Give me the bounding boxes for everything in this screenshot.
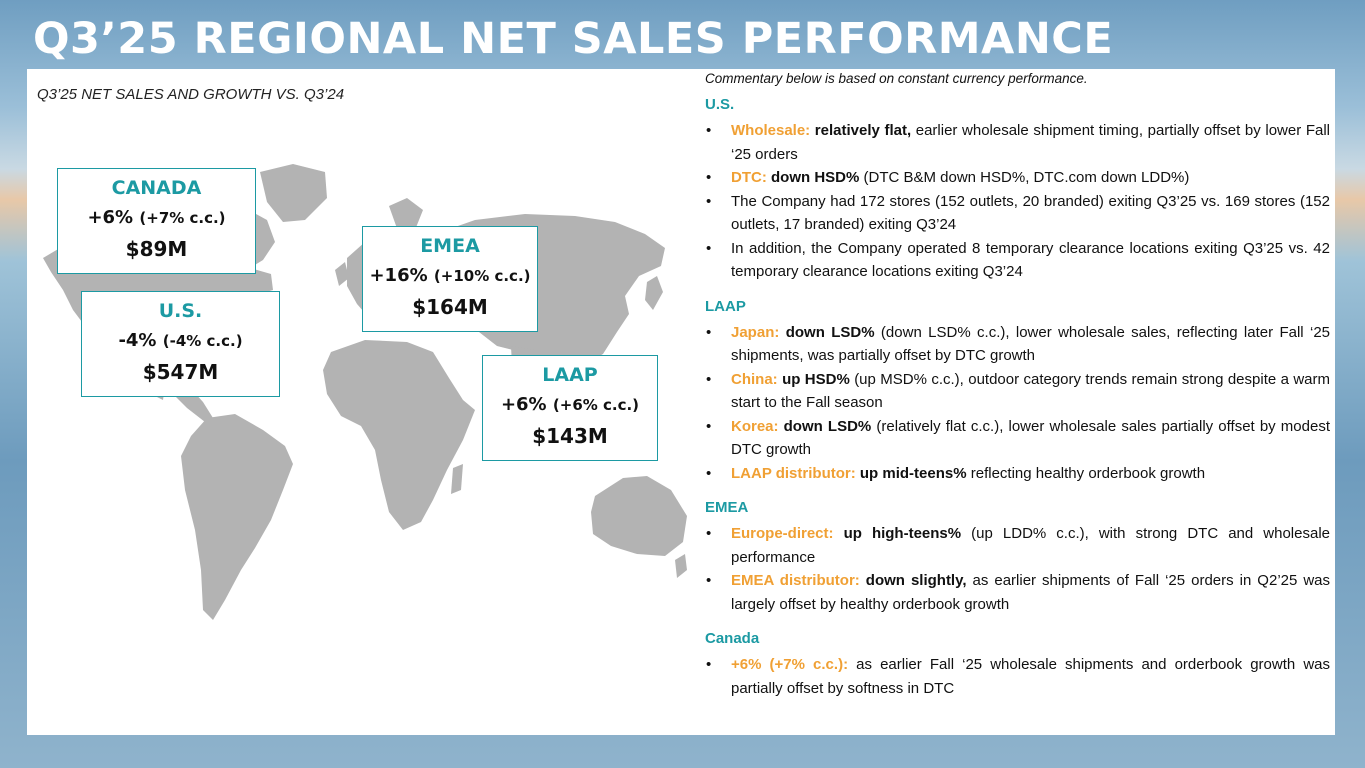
region-sales: $89M [125, 237, 188, 261]
bullet-item: In addition, the Company operated 8 temp… [705, 237, 1330, 284]
bullet-item: DTC: down HSD% (DTC B&M down HSD%, DTC.c… [705, 166, 1330, 190]
bullet-label: +6% (+7% c.c.): [731, 656, 849, 673]
bullet-label: Korea: [731, 417, 779, 435]
commentary-column: Commentary below is based on constant cu… [705, 71, 1330, 714]
bullet-label: EMEA distributor: [731, 572, 860, 589]
growth-cc: (-4% c.c.) [162, 332, 243, 350]
bullet-text: (up LDD% c.c.), with strong DTC and whol… [731, 525, 1330, 566]
bullet-bold: up HSD% [777, 370, 850, 388]
bullet-item: LAAP distributor: up mid-teens% reflecti… [705, 462, 1330, 486]
bullet-label: Europe-direct: [731, 525, 834, 542]
bullet-bold: relatively flat, [810, 122, 912, 139]
bullet-item: The Company had 172 stores (152 outlets,… [705, 190, 1330, 237]
bullet-item: Korea: down LSD% (relatively flat c.c.),… [705, 415, 1330, 462]
growth-value: +6% [500, 394, 547, 415]
section-emea: EMEA Europe-direct: up high-teens% (up L… [705, 499, 1330, 616]
section-heading: U.S. [705, 96, 735, 113]
bullet-text: earlier wholesale shipment timing, parti… [731, 122, 1330, 163]
region-sales: $143M [532, 424, 608, 448]
bullet-item: Japan: down LSD% (down LSD% c.c.), lower… [705, 321, 1330, 368]
growth-cc: (+10% c.c.) [433, 267, 531, 285]
bullet-text: as earlier Fall ‘25 wholesale shipments … [731, 656, 1330, 697]
section-laap: LAAP Japan: down LSD% (down LSD% c.c.), … [705, 298, 1330, 486]
bullet-label: Wholesale: [731, 122, 811, 139]
bullet-bold: up high-teens% [833, 525, 962, 542]
region-growth: +6% (+6% c.c.) [483, 394, 657, 416]
region-sales: $164M [412, 295, 488, 319]
bullet-item: China: up HSD% (up MSD% c.c.), outdoor c… [705, 368, 1330, 415]
bullet-bold: up mid-teens% [855, 464, 967, 482]
growth-cc: (+7% c.c.) [139, 209, 226, 227]
bullet-label: China: [731, 370, 778, 388]
region-card-emea: EMEA +16% (+10% c.c.) $164M [362, 226, 538, 332]
bullet-bold: down slightly, [859, 572, 967, 589]
bullet-item: Wholesale: relatively flat, earlier whol… [705, 119, 1330, 166]
section-heading: EMEA [705, 499, 749, 516]
bullet-text: as earlier shipments of Fall ‘25 orders … [731, 572, 1331, 613]
bullet-list: Japan: down LSD% (down LSD% c.c.), lower… [705, 321, 1330, 486]
bullet-text: In addition, the Company operated 8 temp… [731, 239, 1330, 281]
bullet-item: Europe-direct: up high-teens% (up LDD% c… [705, 522, 1330, 569]
region-name: CANADA [111, 177, 202, 199]
region-growth: +16% (+10% c.c.) [363, 265, 537, 287]
bullet-label: LAAP distributor: [731, 464, 856, 482]
region-growth: -4% (-4% c.c.) [82, 330, 279, 352]
section-heading: LAAP [705, 297, 746, 315]
region-name: EMEA [420, 235, 480, 257]
growth-value: +6% [87, 207, 134, 228]
growth-value: +16% [369, 265, 428, 286]
bullet-text: (relatively flat c.c.), lower wholesale … [731, 417, 1330, 459]
bullet-item: EMEA distributor: down slightly, as earl… [705, 569, 1330, 616]
bullet-item: +6% (+7% c.c.): as earlier Fall ‘25 whol… [705, 653, 1330, 700]
region-name: LAAP [542, 364, 598, 386]
bullet-text: (DTC B&M down HSD%, DTC.com down LDD%) [859, 169, 1190, 186]
bullet-label: DTC: [731, 169, 767, 186]
region-sales: $547M [142, 360, 219, 384]
growth-cc: (+6% c.c.) [552, 396, 640, 414]
bullet-bold: down LSD% [779, 323, 875, 341]
bullet-label: Japan: [731, 323, 780, 341]
section-heading: Canada [705, 630, 760, 647]
region-card-canada: CANADA +6% (+7% c.c.) $89M [57, 168, 256, 274]
bullet-list: Europe-direct: up high-teens% (up LDD% c… [705, 522, 1330, 616]
map-subtitle: Q3’25 NET SALES AND GROWTH VS. Q3’24 [37, 86, 345, 103]
bullet-text: (up MSD% c.c.), outdoor category trends … [731, 370, 1330, 412]
region-growth: +6% (+7% c.c.) [58, 207, 255, 229]
bullet-list: Wholesale: relatively flat, earlier whol… [705, 119, 1330, 284]
section-canada: Canada +6% (+7% c.c.): as earlier Fall ‘… [705, 630, 1330, 700]
slide-title: Q3’25 REGIONAL NET SALES PERFORMANCE [33, 14, 1114, 64]
section-us: U.S. Wholesale: relatively flat, earlier… [705, 96, 1330, 284]
bullet-bold: down HSD% [766, 169, 860, 186]
region-name: U.S. [158, 300, 203, 322]
bullet-list: +6% (+7% c.c.): as earlier Fall ‘25 whol… [705, 653, 1330, 700]
commentary-note: Commentary below is based on constant cu… [705, 71, 1088, 86]
bullet-text: The Company had 172 stores (152 outlets,… [731, 192, 1330, 234]
growth-value: -4% [118, 330, 157, 351]
region-card-laap: LAAP +6% (+6% c.c.) $143M [482, 355, 658, 461]
region-card-us: U.S. -4% (-4% c.c.) $547M [81, 291, 280, 397]
bullet-bold: down LSD% [778, 417, 872, 435]
bullet-text: (down LSD% c.c.), lower wholesale sales,… [731, 323, 1331, 365]
bullet-text: reflecting healthy orderbook growth [966, 464, 1206, 482]
